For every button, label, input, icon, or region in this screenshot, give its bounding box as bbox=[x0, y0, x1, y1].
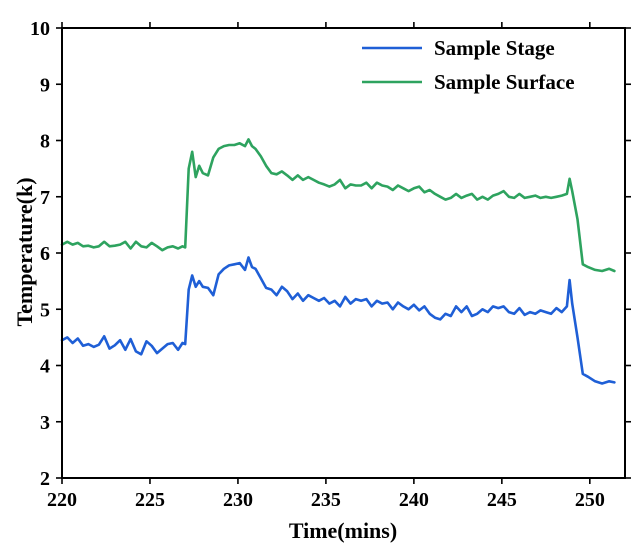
x-axis-title: Time(mins) bbox=[289, 518, 397, 543]
x-tick-label: 235 bbox=[311, 489, 341, 511]
plot-area bbox=[60, 138, 616, 385]
legend-label: Sample Surface bbox=[434, 70, 575, 94]
series-line-sample-stage bbox=[60, 256, 616, 385]
x-tick-label: 245 bbox=[487, 489, 517, 511]
legend-label: Sample Stage bbox=[434, 36, 555, 60]
plot-frame bbox=[61, 27, 626, 479]
y-tick-label: 8 bbox=[40, 131, 50, 153]
series-line-sample-surface bbox=[60, 138, 616, 273]
x-tick-label: 230 bbox=[223, 489, 253, 511]
y-tick-label: 3 bbox=[40, 412, 50, 434]
x-tick-label: 250 bbox=[575, 489, 605, 511]
y-tick-label: 7 bbox=[40, 187, 50, 209]
y-axis-title: Temperature(k) bbox=[12, 177, 37, 326]
x-tick-label: 240 bbox=[399, 489, 429, 511]
y-tick-label: 4 bbox=[40, 356, 50, 378]
x-tick-label: 225 bbox=[135, 489, 165, 511]
y-tick-label: 5 bbox=[40, 299, 50, 321]
y-tick-label: 2 bbox=[40, 468, 50, 490]
y-tick-label: 10 bbox=[30, 18, 50, 40]
legend: Sample Stage Sample Surface bbox=[362, 36, 575, 94]
y-tick-label: 9 bbox=[40, 74, 50, 96]
y-tick-label: 6 bbox=[40, 243, 50, 265]
x-tick-label: 220 bbox=[47, 489, 77, 511]
axes: 220 225 230 235 240 245 250 2 3 4 5 6 7 8 9 10 bbox=[30, 18, 631, 511]
